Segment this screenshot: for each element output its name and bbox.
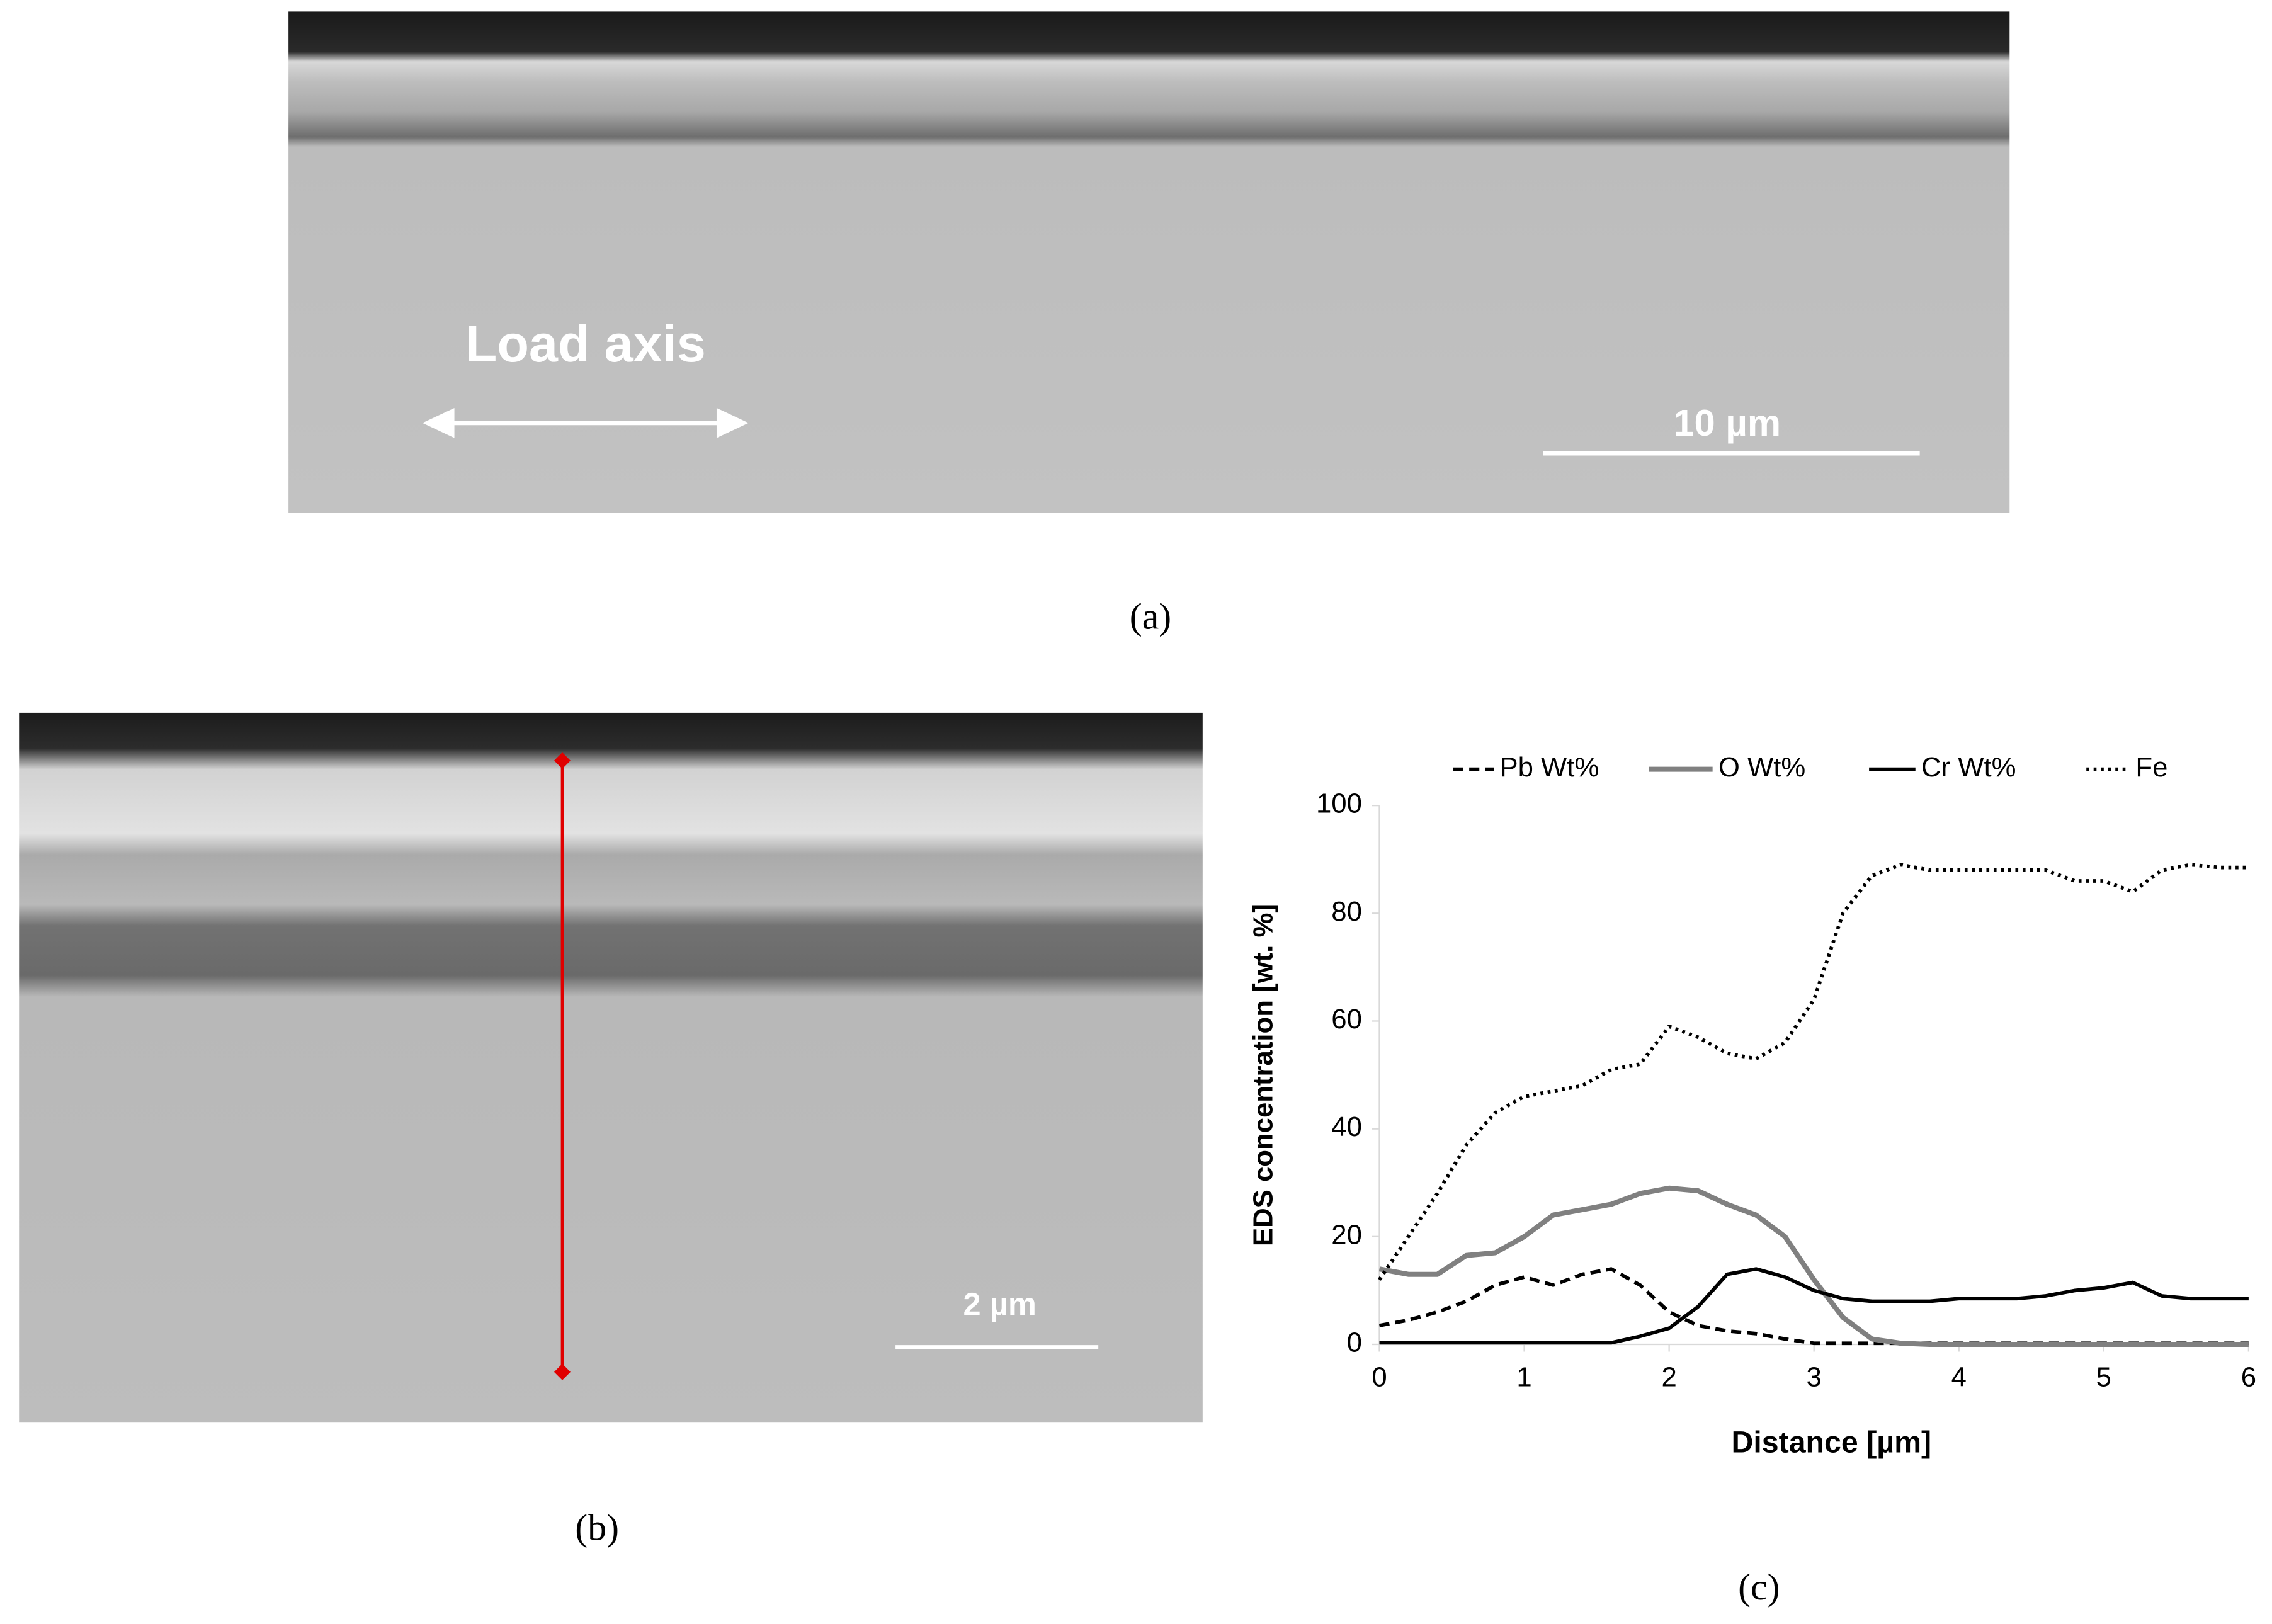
panel-label: (a) [1130, 595, 1171, 637]
legend-label: Cr Wt% [1921, 752, 2016, 783]
x-tick-label: 1 [1516, 1362, 1531, 1393]
scan-marker [554, 752, 571, 769]
series-line [1379, 1267, 2249, 1345]
x-tick-label: 6 [2241, 1362, 2256, 1393]
sem-image-a [288, 11, 2010, 513]
y-tick-label: 60 [1331, 1004, 1362, 1035]
scale-label: 2 µm [963, 1286, 1037, 1322]
y-tick-label: 20 [1331, 1219, 1362, 1250]
arrow [422, 407, 749, 438]
series-line [1378, 863, 2249, 1281]
legend-label: O Wt% [1718, 752, 1805, 783]
y-tick-label: 0 [1347, 1327, 1362, 1358]
x-axis-label: Distance [µm] [1731, 1425, 1931, 1459]
y-tick-label: 40 [1331, 1111, 1362, 1142]
x-tick-label: 0 [1372, 1362, 1387, 1393]
legend-label: Fe [2135, 752, 2167, 783]
y-tick-label: 100 [1316, 788, 1362, 819]
annotation: Load axis [465, 314, 706, 373]
scale-label: 10 µm [1673, 402, 1781, 444]
y-tick-label: 80 [1331, 896, 1362, 927]
panel-label: (b) [575, 1506, 619, 1548]
panel-label: (c) [1738, 1566, 1780, 1608]
x-tick-label: 4 [1951, 1362, 1967, 1393]
x-tick-label: 3 [1807, 1362, 1822, 1393]
x-tick-label: 2 [1661, 1362, 1676, 1393]
x-tick-label: 5 [2096, 1362, 2111, 1393]
y-axis-label: EDS concentration [wt. %] [1247, 904, 1278, 1246]
series-line [1378, 1185, 2249, 1348]
legend-label: Pb Wt% [1499, 752, 1599, 783]
sem-image-b [19, 712, 1203, 1423]
